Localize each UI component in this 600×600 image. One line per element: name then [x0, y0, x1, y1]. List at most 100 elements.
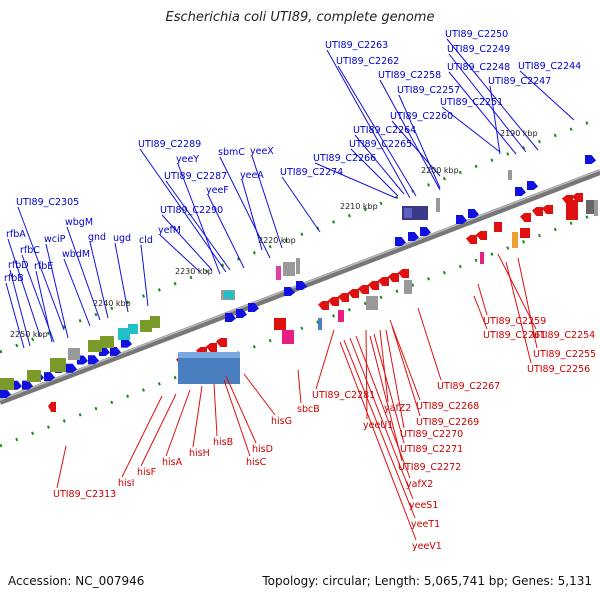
gene-feature [358, 285, 369, 294]
forward-gene-label: wbdM [62, 249, 90, 260]
forward-gene-label: UTI89_C2262 [336, 56, 399, 67]
leader-line [354, 134, 405, 195]
reverse-gene-label: UTI89_C2313 [53, 489, 116, 500]
gene-block [50, 358, 66, 372]
forward-gene-label: UTI89_C2258 [378, 70, 441, 81]
feature-layer [0, 155, 598, 412]
leader-line [355, 335, 411, 479]
gene-block [0, 378, 14, 390]
leader-line [337, 65, 417, 197]
tick-label: 2200 kbp [421, 166, 459, 175]
leader-line [349, 337, 414, 500]
reverse-gene-label: yafZ2 [384, 403, 411, 414]
gene-block [404, 280, 412, 294]
reverse-gene-label: hisF [137, 467, 156, 478]
reverse-gene-label: yeeV1 [412, 541, 442, 552]
leader-line [398, 94, 441, 189]
forward-gene-label: cld [139, 235, 153, 246]
leader-line [114, 242, 129, 313]
tick-label: 2230 kbp [175, 267, 213, 276]
gene-block [140, 320, 152, 332]
gene-block [404, 208, 412, 218]
leader-line [66, 226, 101, 321]
forward-gene-label: UTI89_C2248 [447, 62, 510, 73]
gene-block [494, 222, 502, 232]
forward-gene-label: yeeF [206, 185, 229, 196]
gene-feature [378, 277, 389, 286]
forward-gene-label: yeeX [250, 146, 274, 157]
leader-line [473, 295, 488, 330]
forward-gene-label: UTI89_C2265 [349, 139, 412, 150]
gene-block [338, 310, 344, 322]
forward-gene-label: UTI89_C2249 [447, 44, 510, 55]
leader-line [417, 307, 442, 381]
accession-text: Accession: NC_007946 [8, 574, 145, 588]
gene-feature [44, 372, 55, 382]
leader-line [7, 238, 41, 337]
leader-line [350, 148, 399, 197]
forward-gene-label: rfbD [8, 260, 29, 271]
leader-line [391, 325, 421, 417]
forward-gene-label: ugd [113, 233, 131, 244]
gene-feature [527, 181, 538, 190]
forward-gene-label: wbgM [65, 217, 93, 228]
leader-line [497, 253, 537, 330]
forward-gene-label: sbmC [218, 147, 245, 158]
forward-gene-label: yeeA [240, 170, 264, 181]
forward-gene-label: UTI89_C2260 [390, 111, 453, 122]
reverse-gene-label: UTI89_C2272 [398, 462, 461, 473]
reverse-gene-label: hisD [252, 444, 273, 455]
gene-block [586, 200, 594, 214]
reverse-gene-label: UTI89_C2268 [416, 401, 479, 412]
gene-block [480, 252, 484, 264]
gene-feature [121, 338, 132, 348]
gene-block [118, 328, 130, 340]
forward-gene-label: UTI89_C2244 [518, 61, 581, 72]
gene-feature [0, 389, 11, 398]
gene-feature [48, 402, 56, 412]
gene-block [594, 200, 598, 216]
forward-gene-label: UTI89_C2263 [325, 40, 388, 51]
gene-feature [216, 338, 227, 347]
leader-line [223, 379, 251, 457]
reverse-gene-label: UTI89_C2270 [400, 429, 463, 440]
gene-block [566, 210, 578, 220]
leader-line [379, 79, 441, 191]
gene-feature [296, 281, 307, 290]
leader-line [161, 214, 213, 271]
leader-line [315, 329, 335, 390]
leader-line [165, 180, 231, 271]
leader-line [207, 194, 245, 269]
gene-feature [66, 363, 77, 373]
gene-feature [420, 227, 431, 236]
tick-labels: 2190 kbp 2200 kbp 2210 kbp 2220 kbp 2230 kbp… [10, 129, 538, 339]
leader-line [365, 329, 368, 420]
leader-line [373, 333, 405, 444]
tick-label: 2210 kbp [340, 202, 378, 211]
leader-line [140, 393, 177, 467]
forward-gene-label: UTI89_C2290 [160, 205, 223, 216]
gene-block [512, 232, 518, 248]
forward-gene-label: yefM [158, 225, 181, 236]
leader-line [140, 244, 149, 307]
reverse-gene-label: hisG [271, 416, 292, 427]
genome-title: Escherichia coli UTI89, complete genome [165, 10, 435, 25]
leader-line [225, 375, 257, 444]
gene-block [508, 170, 512, 180]
forward-gene-label: wciP [44, 234, 66, 245]
gene-block [128, 324, 138, 334]
forward-gene-label: UTI89_C2250 [445, 29, 508, 40]
forward-gene-label: UTI89_C2305 [16, 197, 79, 208]
gene-block [318, 318, 322, 330]
leader-line [343, 339, 416, 519]
gene-block [27, 370, 41, 382]
reverse-gene-label: sbcB [297, 404, 320, 415]
gene-feature [248, 303, 259, 312]
gene-feature [88, 355, 99, 365]
leader-line [121, 395, 163, 478]
gene-block [566, 200, 578, 212]
leader-line [339, 341, 417, 541]
leader-line [389, 319, 421, 401]
genome-summary: Topology: circular; Length: 5,065,741 bp… [262, 574, 592, 588]
